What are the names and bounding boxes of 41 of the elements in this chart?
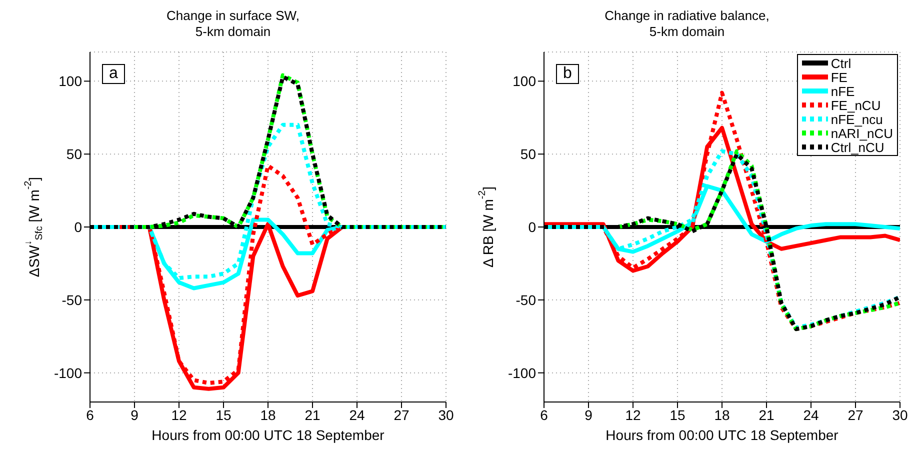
legend-label: nFE_ncu <box>830 112 883 126</box>
x-tick-label: 12 <box>625 406 641 423</box>
x-tick-label: 6 <box>86 406 94 423</box>
x-tick-label: 27 <box>394 406 410 423</box>
x-axis-title: Hours from 00:00 UTC 18 September <box>606 427 839 443</box>
x-tick-label: 9 <box>584 406 593 423</box>
y-tick-label: 100 <box>58 73 82 90</box>
x-tick-label: 6 <box>540 406 548 423</box>
legend-label: nARI_nCU <box>830 126 893 140</box>
legend-label: FE <box>830 70 848 84</box>
annotation: b <box>556 64 579 84</box>
x-axis-title: Hours from 00:00 UTC 18 September <box>152 427 385 443</box>
x-tick-label: 27 <box>848 406 864 423</box>
x-tick-label: 12 <box>171 406 187 423</box>
x-tick-label: 30 <box>438 406 454 423</box>
x-tick-label: 21 <box>304 406 320 423</box>
y-tick-label: 0 <box>528 218 536 235</box>
y-tick-label: 50 <box>520 146 536 162</box>
x-tick-label: 30 <box>892 406 908 423</box>
y-tick-label: -50 <box>516 292 536 308</box>
x-tick-label: 18 <box>260 406 276 423</box>
y-tick-label: 50 <box>66 146 82 162</box>
x-tick-label: 15 <box>216 406 232 423</box>
legend-label: nFE <box>830 84 855 98</box>
chart-title: Change in radiative balance, 5-km domain <box>604 8 770 40</box>
y-tick-label: -100 <box>508 364 536 381</box>
legend-label: FE_nCU <box>830 98 881 112</box>
legend-label: Ctrl <box>830 56 852 70</box>
x-tick-label: 24 <box>803 406 819 423</box>
x-tick-label: 21 <box>758 406 774 423</box>
x-tick-label: 15 <box>670 406 686 423</box>
x-tick-label: 18 <box>714 406 730 423</box>
y-tick-label: 100 <box>512 73 536 90</box>
chart-title: Change in surface SW, 5-km domain <box>166 8 300 40</box>
y-tick-label: 0 <box>74 218 82 235</box>
y-tick-label: -50 <box>62 292 82 308</box>
y-tick-label: -100 <box>54 364 82 381</box>
annotation: a <box>102 64 125 84</box>
x-tick-label: 9 <box>130 406 139 423</box>
x-tick-label: 24 <box>349 406 365 423</box>
legend-label: Ctrl_nCU <box>830 140 884 154</box>
